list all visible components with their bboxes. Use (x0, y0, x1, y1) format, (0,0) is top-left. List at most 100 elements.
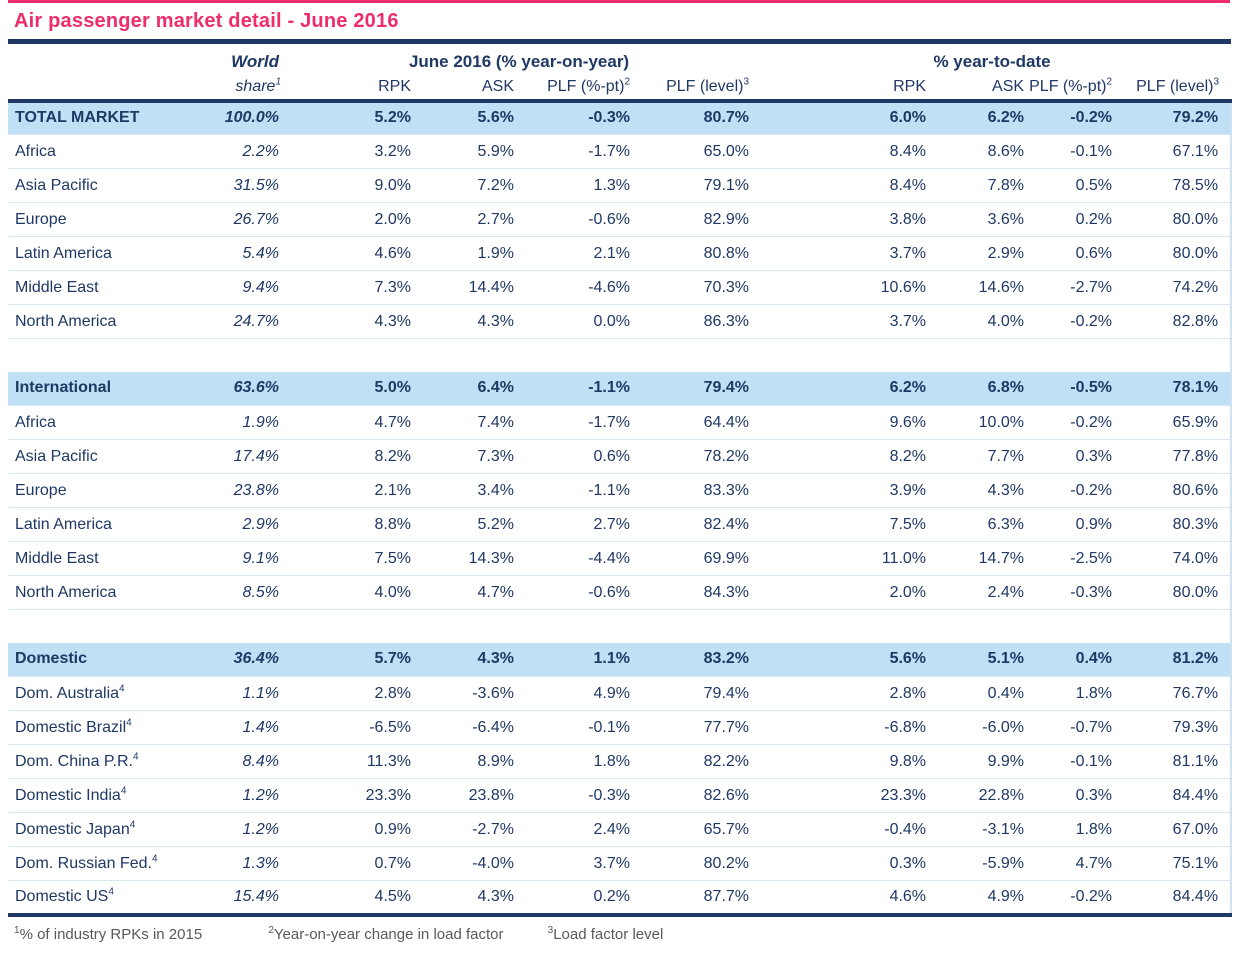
region-label-sup: 4 (108, 886, 114, 898)
world-share-value: 1.1% (213, 676, 285, 711)
value-cell: 8.8% (285, 507, 415, 542)
value-cell: -1.1% (518, 371, 634, 406)
value-cell: 1.8% (518, 744, 634, 779)
value-cell: 23.3% (285, 778, 415, 813)
value-cell: 2.7% (415, 202, 518, 237)
ytd-group-header: % year-to-date (933, 51, 1051, 71)
value-cell: -0.2% (1028, 405, 1117, 440)
value-cell: 5.7% (285, 642, 415, 677)
world-share-value: 1.2% (213, 778, 285, 813)
footnote-yoy-load-factor: 2Year-on-year change in load factor (268, 925, 503, 943)
table-row: Dom. China P.R.4 8.4% 11.3% 8.9% 1.8% 82.2% 9.… (8, 744, 1233, 779)
world-share-value: 15.4% (213, 880, 285, 915)
value-cell: 69.9% (634, 541, 754, 576)
value-cell: 65.9% (1116, 405, 1233, 440)
value-cell: -0.3% (518, 778, 634, 813)
value-cell: 80.3% (1116, 507, 1233, 542)
table-row: Middle East 9.4% 7.3% 14.4% -4.6% 70.3% 10.6% 1… (8, 270, 1233, 305)
table-row: Domestic Japan4 1.2% 0.9% -2.7% 2.4% 65.7% -0.… (8, 812, 1233, 847)
value-cell: 11.0% (753, 541, 931, 576)
value-cell: 3.7% (518, 846, 634, 881)
footnotes: 1% of industry RPKs in 2015 2Year-on-yea… (8, 924, 1231, 943)
footnote-sup: 3 (547, 924, 554, 936)
value-cell: 8.9% (415, 744, 518, 779)
table-row: Domestic Brazil4 1.4% -6.5% -6.4% -0.1% 77.7%… (8, 710, 1233, 745)
region-column-header (8, 42, 213, 72)
col-label: RPK (893, 77, 927, 95)
value-cell: 0.7% (285, 846, 415, 881)
value-cell: -4.4% (518, 541, 634, 576)
col-label: PLF (level) (1136, 77, 1214, 95)
value-cell: -0.7% (1028, 710, 1117, 745)
region-label-sup: 4 (132, 751, 139, 763)
world-share-value: 24.7% (213, 304, 285, 339)
col-label: PLF (%-pt) (547, 77, 625, 95)
value-cell: -6.8% (753, 710, 931, 745)
value-cell: 0.3% (1028, 778, 1117, 813)
value-cell: 1.8% (1028, 812, 1117, 847)
world-share-value: 8.5% (213, 575, 285, 610)
table-row: Asia Pacific 17.4% 8.2% 7.3% 0.6% 78.2% 8.2% 7.… (8, 439, 1233, 474)
value-cell: -0.3% (518, 100, 634, 135)
value-cell: 22.8% (930, 778, 1029, 813)
col-sup: 3 (743, 76, 750, 88)
region-label: Domestic (8, 642, 213, 677)
value-cell: 80.8% (634, 236, 754, 271)
value-cell: 8.2% (285, 439, 415, 474)
section-header-row: International 63.6% 5.0% 6.4% -1.1% 79.4% 6.2%… (8, 371, 1233, 406)
table-row: Dom. Russian Fed.4 1.3% 0.7% -4.0% 3.7% 80.2%… (8, 846, 1233, 881)
value-cell: 9.6% (753, 405, 931, 440)
value-cell: 83.2% (634, 642, 754, 677)
world-share-value: 31.5% (213, 168, 285, 203)
value-cell: 7.2% (415, 168, 518, 203)
col-header-plf-level-yoy: PLF (level)3 (634, 71, 754, 103)
value-cell: 4.7% (1028, 846, 1117, 881)
value-cell: -5.9% (930, 846, 1029, 881)
value-cell: 78.5% (1116, 168, 1233, 203)
value-cell: 4.3% (285, 304, 415, 339)
table-row: Africa 2.2% 3.2% 5.9% -1.7% 65.0% 8.4% 8.6% -0.1… (8, 134, 1233, 169)
value-cell: 7.8% (930, 168, 1029, 203)
value-cell: 79.1% (634, 168, 754, 203)
world-share-header-line1: World (231, 51, 279, 71)
region-label-sup: 4 (120, 785, 127, 797)
value-cell: 4.6% (753, 880, 931, 915)
value-cell: -0.2% (1028, 100, 1117, 135)
value-cell: 64.4% (634, 405, 754, 440)
col-header-plf-pt-yoy: PLF (%-pt)2 (518, 71, 634, 103)
region-label: Middle East (8, 270, 213, 305)
world-share-value: 17.4% (213, 439, 285, 474)
table-row: North America 8.5% 4.0% 4.7% -0.6% 84.3% 2.0% 2… (8, 575, 1233, 610)
world-share-header-line2: share1 (213, 71, 285, 103)
value-cell: 1.3% (518, 168, 634, 203)
value-cell: 65.0% (634, 134, 754, 169)
value-cell: 10.6% (753, 270, 931, 305)
value-cell: 79.2% (1116, 100, 1233, 135)
value-cell: 5.6% (415, 100, 518, 135)
value-cell: 5.2% (285, 100, 415, 135)
world-share-value: 5.4% (213, 236, 285, 271)
world-share-value: 63.6% (213, 371, 285, 406)
col-header-plf-pt-ytd: PLF (%-pt)2 (1028, 71, 1117, 103)
value-cell: 2.0% (753, 575, 931, 610)
value-cell: 84.4% (1116, 880, 1233, 915)
value-cell: 8.4% (753, 168, 931, 203)
value-cell: 78.1% (1116, 371, 1233, 406)
value-cell: 7.3% (415, 439, 518, 474)
col-label: ASK (992, 77, 1025, 95)
world-share-value: 1.9% (213, 405, 285, 440)
value-cell: 79.4% (634, 371, 754, 406)
region-label-sup: 4 (129, 819, 136, 831)
region-label: North America (8, 304, 213, 339)
value-cell: 3.4% (415, 473, 518, 508)
value-cell: 80.2% (634, 846, 754, 881)
value-cell: 4.9% (518, 676, 634, 711)
value-cell: 86.3% (634, 304, 754, 339)
value-cell: 4.3% (415, 880, 518, 915)
value-cell: 0.6% (518, 439, 634, 474)
value-cell: 80.0% (1116, 236, 1233, 271)
value-cell: -0.2% (1028, 473, 1117, 508)
value-cell: 5.2% (415, 507, 518, 542)
value-cell: -1.1% (518, 473, 634, 508)
header-sub-row: share1 RPK ASK PLF (%-pt)2 PLF (level)3 … (8, 71, 1232, 103)
